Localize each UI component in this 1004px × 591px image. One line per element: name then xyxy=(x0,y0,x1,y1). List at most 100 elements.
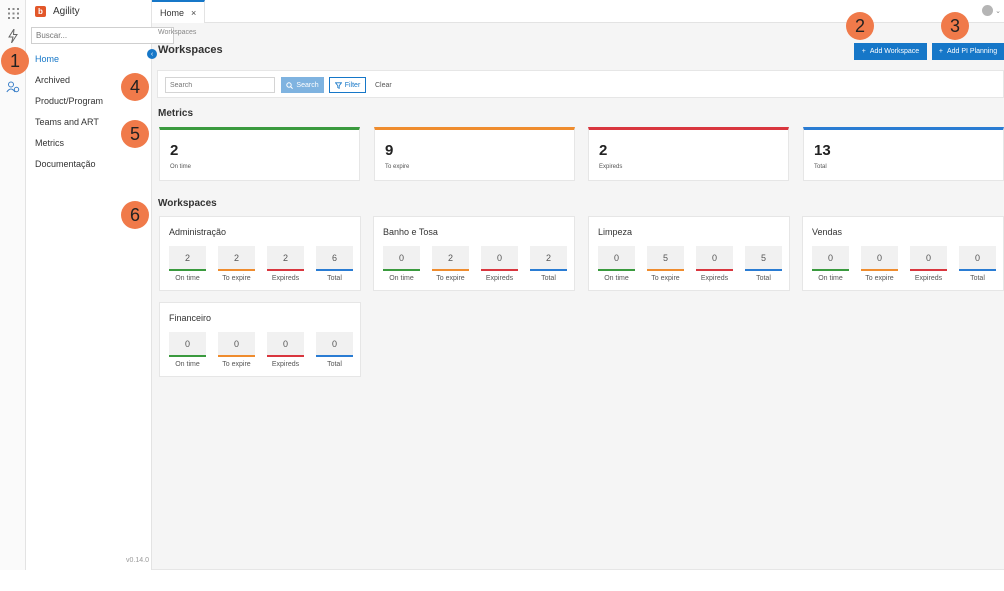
workspace-stat: 0 To expire xyxy=(861,246,898,282)
collapse-sidebar-icon[interactable]: ‹ xyxy=(147,49,157,59)
workspace-stat: 6 Total xyxy=(316,246,353,282)
workspace-name: Limpeza xyxy=(598,227,633,237)
workspace-stat-value: 2 xyxy=(218,246,255,271)
workspace-card[interactable]: Vendas 0 On time 0 To expire 0 Expireds 0 Total xyxy=(802,216,1004,291)
filter-button[interactable]: Filter xyxy=(329,77,366,93)
sidebar-item-teams-and-art[interactable]: Teams and ART xyxy=(35,117,99,127)
workspace-stat-value: 2 xyxy=(169,246,206,271)
add-workspace-button[interactable]: + Add Workspace xyxy=(854,43,927,60)
icon-rail xyxy=(0,0,26,570)
workspace-stat-label: Total xyxy=(327,361,342,368)
user-menu[interactable]: ⌄ xyxy=(982,5,1001,16)
search-icon xyxy=(286,81,294,89)
workspace-stat-value: 2 xyxy=(530,246,567,271)
workspace-card[interactable]: Banho e Tosa 0 On time 2 To expire 0 Expireds 2… xyxy=(373,216,575,291)
search-button[interactable]: Search xyxy=(281,77,324,93)
workspace-stat-value: 2 xyxy=(267,246,304,271)
metric-card: 2 On time xyxy=(159,127,360,181)
workspace-stat-label: On time xyxy=(604,275,629,282)
workspace-card[interactable]: Limpeza 0 On time 5 To expire 0 Expireds 5 Total xyxy=(588,216,790,291)
sidebar-item-metrics[interactable]: Metrics xyxy=(35,138,64,148)
workspace-name: Banho e Tosa xyxy=(383,227,438,237)
brand-name: Agility xyxy=(53,6,80,17)
sidebar-item-documentacao[interactable]: Documentação xyxy=(35,159,96,169)
tab-label: Home xyxy=(160,7,185,18)
add-pi-planning-button[interactable]: + Add PI Planning xyxy=(932,43,1004,60)
workspace-stat-label: Total xyxy=(541,275,556,282)
filter-button-label: Filter xyxy=(344,81,361,89)
workspace-stat-label: To expire xyxy=(222,275,251,282)
tab-home[interactable]: Home × xyxy=(152,0,205,23)
sidebar-search-input[interactable] xyxy=(31,27,174,44)
add-pi-planning-label: Add PI Planning xyxy=(946,48,998,55)
workspace-stat-value: 0 xyxy=(218,332,255,357)
workspace-stat-label: Total xyxy=(756,275,771,282)
workspace-card[interactable]: Administração 2 On time 2 To expire 2 Expireds… xyxy=(159,216,361,291)
metric-value: 2 xyxy=(170,142,179,159)
workspace-stat-label: To expire xyxy=(436,275,465,282)
search-input[interactable] xyxy=(165,77,275,93)
annotation-marker: 5 xyxy=(121,120,149,148)
sidebar-item-archived[interactable]: Archived xyxy=(35,75,71,85)
workspace-stat: 2 To expire xyxy=(218,246,255,282)
workspace-stat-label: Expireds xyxy=(914,275,943,282)
workspace-stat-value: 0 xyxy=(383,246,420,271)
workspace-stat-value: 0 xyxy=(169,332,206,357)
metric-card: 13 Total xyxy=(803,127,1004,181)
workspace-stat-value: 0 xyxy=(959,246,996,271)
plus-icon: + xyxy=(861,48,866,55)
workspace-stat: 2 Expireds xyxy=(267,246,304,282)
metric-value: 13 xyxy=(814,142,831,159)
sidebar-item-product-program[interactable]: Product/Program xyxy=(35,96,104,106)
metric-card: 9 To expire xyxy=(374,127,575,181)
workspace-stat-label: Expireds xyxy=(485,275,514,282)
workspace-stat: 0 Expireds xyxy=(696,246,733,282)
workspace-stat: 2 On time xyxy=(169,246,206,282)
annotation-marker: 6 xyxy=(121,201,149,229)
workspace-stat: 0 On time xyxy=(169,332,206,368)
workspace-stat-label: On time xyxy=(818,275,843,282)
workspace-stat: 0 On time xyxy=(598,246,635,282)
clear-button[interactable]: Clear xyxy=(375,81,392,89)
page-title: Workspaces xyxy=(158,44,223,56)
bolt-icon[interactable] xyxy=(0,25,26,47)
workspace-card[interactable]: Financeiro 0 On time 0 To expire 0 Expireds 0 To… xyxy=(159,302,361,377)
agility-logo-icon: b xyxy=(35,6,46,17)
metric-label: Expireds xyxy=(599,164,623,170)
workspace-stat-value: 5 xyxy=(647,246,684,271)
annotation-marker: 2 xyxy=(846,12,874,40)
workspace-stat: 2 To expire xyxy=(432,246,469,282)
plus-icon: + xyxy=(938,48,943,55)
workspace-stat-value: 2 xyxy=(432,246,469,271)
workspace-stat: 0 To expire xyxy=(218,332,255,368)
workspace-stat-value: 5 xyxy=(745,246,782,271)
brand[interactable]: b Agility xyxy=(35,6,80,17)
workspace-name: Administração xyxy=(169,227,227,237)
workspace-stat-label: To expire xyxy=(651,275,680,282)
close-icon[interactable]: × xyxy=(191,7,197,18)
workspace-stat-value: 0 xyxy=(598,246,635,271)
workspace-stat-label: Expireds xyxy=(271,275,300,282)
workspace-stat: 0 Total xyxy=(316,332,353,368)
apps-grid-icon[interactable] xyxy=(0,2,26,24)
workspace-stat-value: 0 xyxy=(316,332,353,357)
annotation-marker: 1 xyxy=(1,47,29,75)
app-window: b Agility Home Archived Product/Program … xyxy=(0,0,1004,570)
workspace-stat: 0 On time xyxy=(812,246,849,282)
sidebar-item-home[interactable]: Home xyxy=(35,54,60,64)
avatar xyxy=(982,5,994,16)
annotation-marker: 4 xyxy=(121,73,149,101)
workspace-stat: 5 To expire xyxy=(647,246,684,282)
filter-bar: Search Filter Clear xyxy=(157,70,1004,98)
funnel-icon xyxy=(334,81,342,89)
workspace-stat: 0 Expireds xyxy=(267,332,304,368)
users-settings-icon[interactable] xyxy=(0,76,26,98)
workspaces-section-title: Workspaces xyxy=(158,198,217,209)
metric-card: 2 Expireds xyxy=(588,127,789,181)
workspace-stat: 0 Expireds xyxy=(910,246,947,282)
workspace-stat: 0 Expireds xyxy=(481,246,518,282)
workspace-name: Vendas xyxy=(812,227,843,237)
workspace-name: Financeiro xyxy=(169,313,212,323)
annotation-marker: 3 xyxy=(941,12,969,40)
metric-label: On time xyxy=(170,164,192,170)
